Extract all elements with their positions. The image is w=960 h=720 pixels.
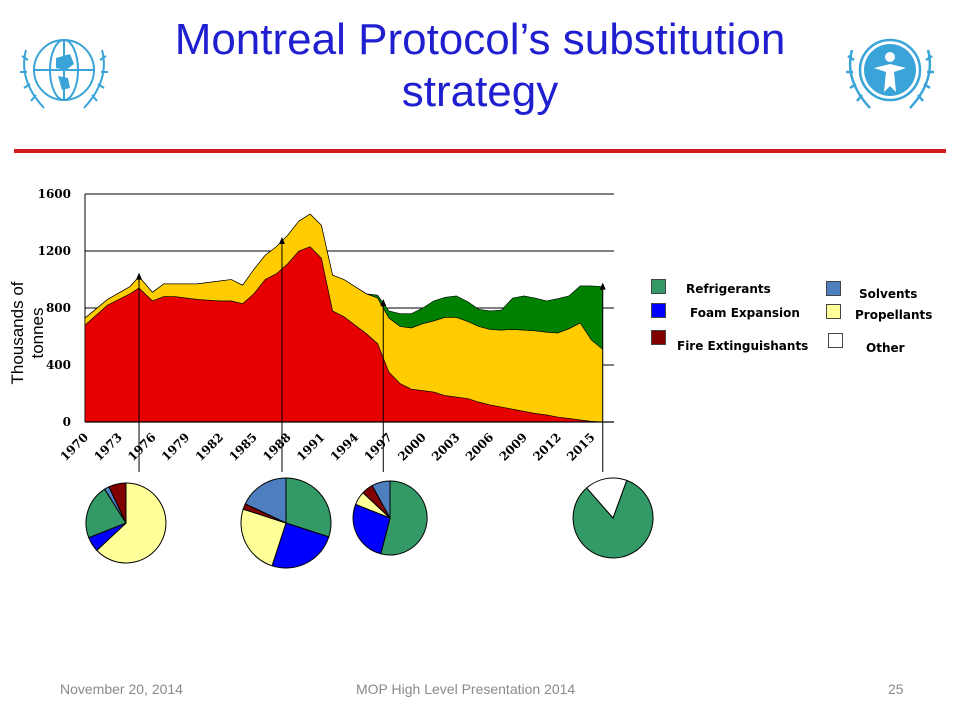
legend-swatch-fire-extinguishants [651, 330, 666, 345]
marker-arrow-2 [380, 299, 387, 307]
marker-arrow-0 [136, 272, 143, 280]
legend-label-fire-extinguishants: Fire Extinguishants [677, 339, 809, 353]
y-tick-label: 1200 [38, 244, 71, 258]
pie-1-slice-refrigerants [285, 477, 332, 538]
pie-3-slice-other [585, 477, 628, 519]
marker-arrow-3 [599, 282, 606, 290]
x-tick-label: 2003 [429, 430, 463, 464]
y-tick-label: 1600 [38, 187, 71, 201]
x-tick-label: 1979 [159, 430, 193, 464]
x-tick-label: 2015 [564, 430, 598, 464]
pie-2-slice-solvents [371, 480, 391, 519]
pie-1-slice-solvents [244, 477, 287, 524]
y-tick-label: 800 [46, 301, 71, 315]
x-tick-label: 1976 [125, 430, 159, 464]
legend-label-solvents: Solvents [859, 287, 918, 301]
x-tick-label: 1985 [226, 430, 260, 464]
x-tick-label: 1973 [91, 430, 125, 464]
x-tick-label: 1970 [58, 430, 92, 464]
y-axis-label: Thousands of tonnes [8, 281, 47, 385]
legend-label-propellants: Propellants [855, 308, 933, 322]
pie-2-slice-refrigerants [380, 480, 428, 556]
pie-0-slice-fire-extinguishants [108, 482, 127, 524]
footer-date: November 20, 2014 [60, 681, 183, 697]
pie-0-slice-propellants [96, 482, 167, 564]
x-tick-label: 2000 [395, 430, 429, 464]
x-tick-label: 2006 [463, 430, 497, 464]
pie-1-slice-foam-expansion [271, 522, 330, 569]
legend-swatch-refrigerants [651, 279, 666, 294]
legend-label-foam-expansion: Foam Expansion [690, 306, 800, 320]
pie-0-slice-refrigerants [85, 488, 127, 539]
unep-emblem-icon [840, 20, 940, 120]
marker-arrow-1 [278, 237, 285, 245]
x-tick-label: 1982 [193, 430, 227, 464]
slide-title: Montreal Protocol’s substitution strateg… [174, 15, 786, 116]
legend-swatch-solvents [826, 281, 841, 296]
wmo-emblem-icon [14, 20, 114, 120]
x-tick-label: 1988 [260, 430, 294, 464]
x-tick-label: 2012 [530, 430, 564, 464]
x-tick-label: 1991 [294, 430, 328, 464]
pie-3-slice-refrigerants [572, 479, 654, 559]
footer-page-number: 25 [888, 681, 904, 697]
legend-swatch-propellants [826, 304, 841, 319]
y-tick-label: 400 [46, 358, 71, 372]
y-tick-label: 0 [63, 415, 71, 429]
pie-2-slice-foam-expansion [352, 503, 391, 555]
footer-presentation-name: MOP High Level Presentation 2014 [356, 681, 576, 697]
title-divider [14, 149, 946, 153]
legend-swatch-other [828, 333, 843, 348]
x-tick-label: 2009 [497, 430, 531, 464]
x-tick-label: 1997 [361, 430, 395, 464]
legend-label-other: Other [866, 341, 905, 355]
legend-swatch-foam-expansion [651, 303, 666, 318]
legend-label-refrigerants: Refrigerants [686, 282, 771, 296]
pie-1-slice-propellants [240, 508, 287, 567]
x-tick-label: 1994 [328, 430, 362, 464]
